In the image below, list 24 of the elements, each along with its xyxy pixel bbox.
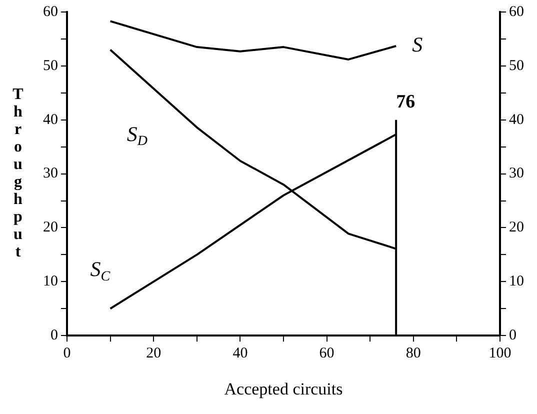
y-tick-label: 60 — [43, 4, 58, 20]
y2-tick-label: 40 — [509, 112, 524, 128]
series-label: S — [412, 32, 424, 56]
y-tick-label: 10 — [43, 274, 58, 290]
y-tick-label: 40 — [43, 112, 58, 128]
x-tick-label: 40 — [232, 346, 248, 362]
x-axis-title: Accepted circuits — [224, 379, 343, 398]
x-tick-label: 60 — [319, 346, 334, 362]
annotation: 76 — [396, 91, 416, 112]
y2-tick-label: 60 — [509, 4, 524, 20]
y2-tick-label: 10 — [509, 274, 524, 290]
y2-tick-label: 30 — [509, 166, 524, 182]
y-tick-label: 0 — [50, 328, 58, 344]
y2-tick-label: 50 — [509, 58, 524, 74]
x-tick-label: 80 — [406, 346, 421, 362]
y-tick-label: 50 — [43, 58, 58, 74]
x-tick-label: 100 — [488, 346, 512, 362]
x-tick-label: 20 — [146, 346, 162, 362]
y-tick-label: 30 — [43, 166, 58, 182]
y-tick-label: 20 — [43, 220, 58, 236]
y2-tick-label: 0 — [509, 328, 516, 344]
x-tick-label: 0 — [63, 346, 71, 362]
text: Throughput — [12, 86, 24, 261]
y2-tick-label: 20 — [509, 220, 524, 236]
